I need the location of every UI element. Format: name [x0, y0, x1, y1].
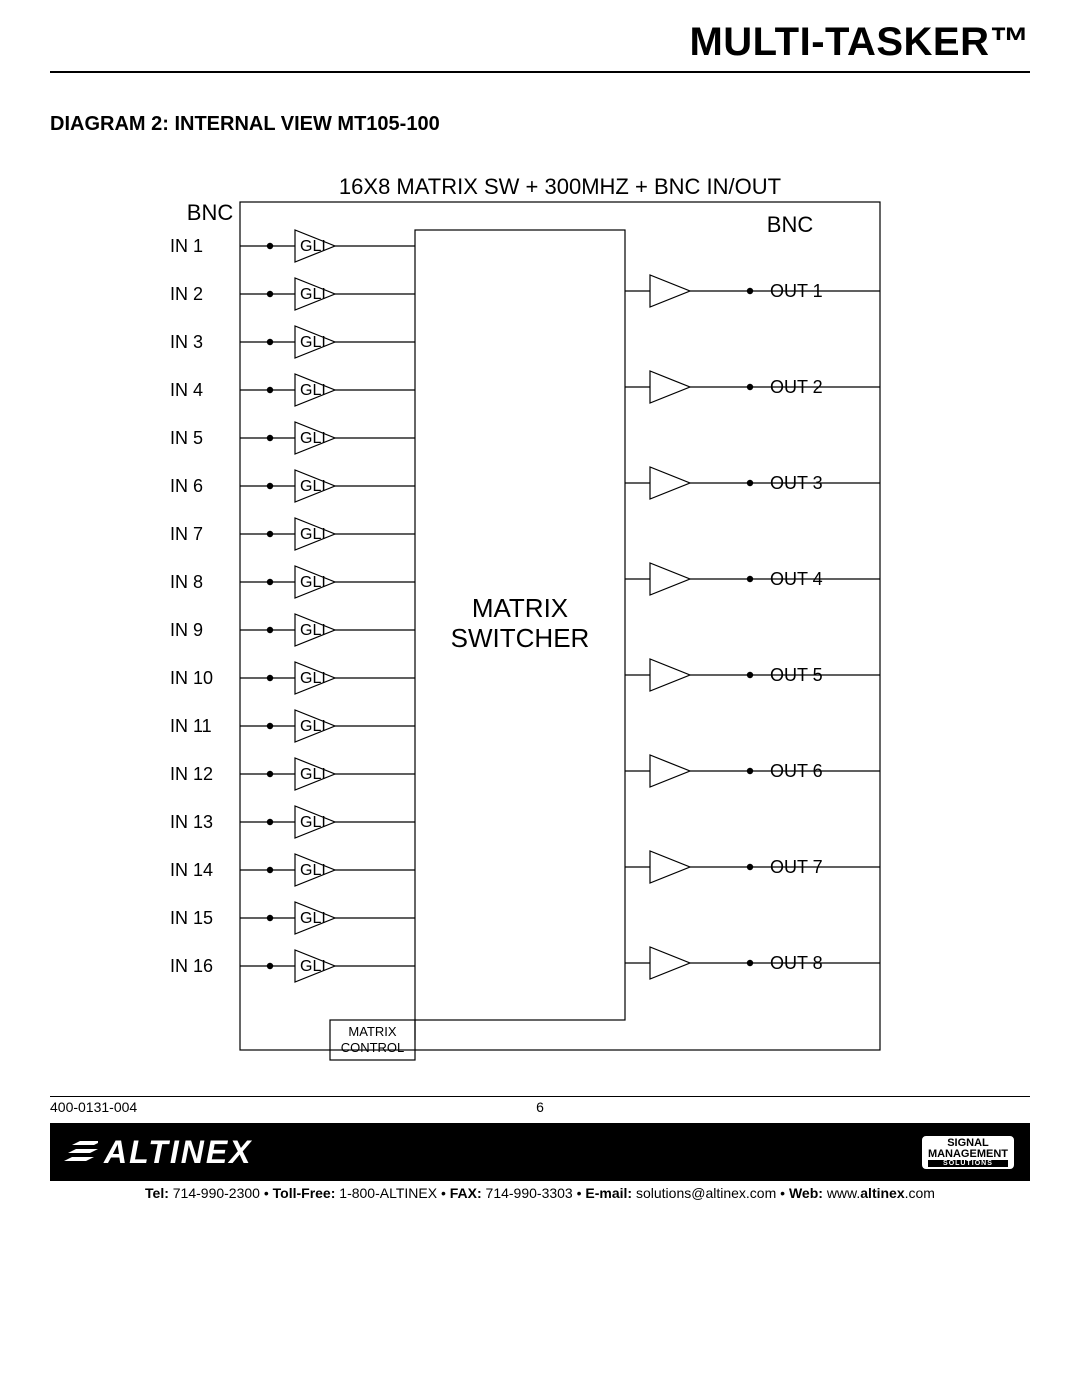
svg-text:GLI: GLI — [300, 670, 326, 687]
svg-text:BNC: BNC — [767, 212, 814, 237]
svg-text:IN 3: IN 3 — [170, 332, 203, 352]
svg-text:GLI: GLI — [300, 238, 326, 255]
svg-text:GLI: GLI — [300, 910, 326, 927]
svg-text:GLI: GLI — [300, 958, 326, 975]
sep: • — [780, 1185, 789, 1201]
signal-management-badge: SIGNAL MANAGEMENT SOLUTIONS — [920, 1134, 1016, 1171]
svg-text:IN 14: IN 14 — [170, 860, 213, 880]
svg-text:SWITCHER: SWITCHER — [451, 623, 590, 653]
svg-text:IN 2: IN 2 — [170, 284, 203, 304]
email-key: E-mail: — [585, 1185, 632, 1201]
diagram-label: DIAGRAM 2: INTERNAL VIEW MT105-100 — [50, 113, 1030, 136]
svg-text:GLI: GLI — [300, 814, 326, 831]
logo-stripes-icon — [64, 1139, 98, 1165]
logo-bar: ALTINEX SIGNAL MANAGEMENT SOLUTIONS — [50, 1123, 1030, 1181]
email-val: solutions@altinex.com — [636, 1185, 776, 1201]
svg-text:GLI: GLI — [300, 718, 326, 735]
svg-text:IN 9: IN 9 — [170, 620, 203, 640]
svg-text:OUT 6: OUT 6 — [770, 761, 823, 781]
contact-line: Tel: 714-990-2300 • Toll-Free: 1-800-ALT… — [50, 1185, 1030, 1201]
svg-text:IN 6: IN 6 — [170, 476, 203, 496]
svg-text:OUT 5: OUT 5 — [770, 665, 823, 685]
svg-text:GLI: GLI — [300, 766, 326, 783]
svg-text:MATRIX: MATRIX — [348, 1024, 396, 1039]
svg-text:IN 13: IN 13 — [170, 812, 213, 832]
svg-text:GLI: GLI — [300, 382, 326, 399]
web-key: Web: — [789, 1185, 823, 1201]
logo-text: ALTINEX — [104, 1134, 253, 1171]
web-val: www.altinex.com — [827, 1185, 935, 1201]
svg-text:CONTROL: CONTROL — [341, 1040, 405, 1055]
matrix-switcher-diagram: 16X8 MATRIX SW + 300MHZ + BNC IN/OUT MATR… — [150, 176, 930, 1076]
svg-text:IN 5: IN 5 — [170, 428, 203, 448]
badge-line3: SOLUTIONS — [928, 1160, 1008, 1167]
svg-text:IN 8: IN 8 — [170, 572, 203, 592]
tel-key: Tel: — [145, 1185, 169, 1201]
svg-text:GLI: GLI — [300, 526, 326, 543]
svg-text:GLI: GLI — [300, 622, 326, 639]
svg-text:BNC: BNC — [187, 200, 234, 225]
svg-text:MATRIX: MATRIX — [472, 593, 568, 623]
footer-meta: 400-0131-004 6 — [50, 1096, 1030, 1115]
svg-text:IN 4: IN 4 — [170, 380, 203, 400]
page-header: MULTI-TASKER™ — [50, 0, 1030, 73]
svg-text:GLI: GLI — [300, 286, 326, 303]
header-title: MULTI-TASKER™ — [50, 20, 1030, 65]
svg-text:GLI: GLI — [300, 430, 326, 447]
svg-text:IN 10: IN 10 — [170, 668, 213, 688]
svg-text:IN 16: IN 16 — [170, 956, 213, 976]
page-number: 6 — [536, 1099, 544, 1115]
svg-text:OUT 4: OUT 4 — [770, 569, 823, 589]
doc-number: 400-0131-004 — [50, 1099, 137, 1115]
sep: • — [441, 1185, 450, 1201]
svg-text:GLI: GLI — [300, 862, 326, 879]
fax-val: 714-990-3303 — [486, 1185, 573, 1201]
svg-text:IN 11: IN 11 — [170, 716, 212, 736]
altinex-logo: ALTINEX — [64, 1134, 253, 1171]
svg-text:OUT 1: OUT 1 — [770, 281, 823, 301]
badge-line2: MANAGEMENT — [928, 1149, 1008, 1160]
svg-text:IN 15: IN 15 — [170, 908, 213, 928]
svg-text:OUT 2: OUT 2 — [770, 377, 823, 397]
sep: • — [264, 1185, 273, 1201]
toll-key: Toll-Free: — [273, 1185, 336, 1201]
svg-text:IN 1: IN 1 — [170, 236, 203, 256]
svg-text:OUT 7: OUT 7 — [770, 857, 823, 877]
svg-text:16X8 MATRIX SW + 300MHZ + BNC: 16X8 MATRIX SW + 300MHZ + BNC IN/OUT — [339, 176, 781, 199]
svg-text:OUT 3: OUT 3 — [770, 473, 823, 493]
tel-val: 714-990-2300 — [173, 1185, 260, 1201]
fax-key: FAX: — [450, 1185, 482, 1201]
svg-text:OUT 8: OUT 8 — [770, 953, 823, 973]
svg-text:GLI: GLI — [300, 334, 326, 351]
badge-line1: SIGNAL — [928, 1138, 1008, 1149]
svg-text:IN 12: IN 12 — [170, 764, 213, 784]
toll-val: 1-800-ALTINEX — [339, 1185, 437, 1201]
svg-text:GLI: GLI — [300, 478, 326, 495]
svg-text:GLI: GLI — [300, 574, 326, 591]
diagram-container: 16X8 MATRIX SW + 300MHZ + BNC IN/OUT MATR… — [50, 176, 1030, 1076]
svg-text:IN 7: IN 7 — [170, 524, 203, 544]
